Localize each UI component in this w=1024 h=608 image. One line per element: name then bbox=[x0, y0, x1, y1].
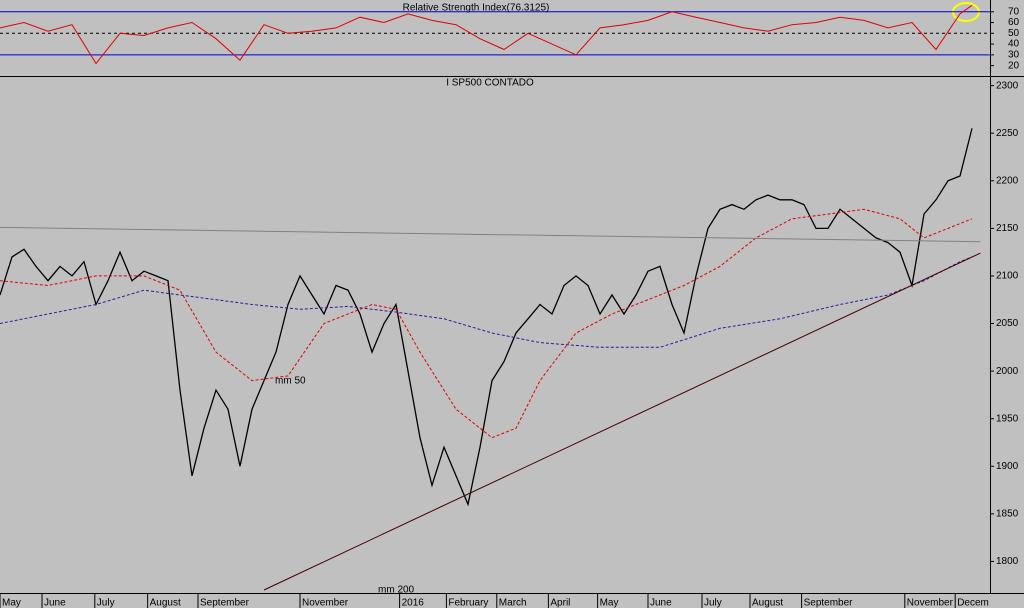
y-tick-label: 2300 bbox=[996, 80, 1019, 91]
series-line bbox=[0, 208, 973, 439]
series-line bbox=[0, 256, 973, 348]
y-tick-label: 1850 bbox=[996, 509, 1019, 520]
series-line bbox=[263, 252, 981, 591]
x-tick-label: March bbox=[499, 598, 527, 608]
y-tick-label: 2150 bbox=[996, 223, 1019, 234]
x-tick-label: May bbox=[2, 598, 21, 608]
annotation: mm 200 bbox=[378, 585, 415, 596]
series-line bbox=[0, 4, 973, 65]
x-tick-label: November bbox=[907, 598, 954, 608]
x-tick-label: September bbox=[804, 598, 854, 608]
x-tick-label: Decem bbox=[957, 598, 989, 608]
y-tick-label: 20 bbox=[1008, 60, 1020, 71]
x-tick-label: August bbox=[752, 598, 783, 608]
y-tick-label: 1950 bbox=[996, 413, 1019, 424]
y-tick-label: 1900 bbox=[996, 461, 1019, 472]
y-tick-label: 60 bbox=[1008, 17, 1020, 28]
x-tick-label: 2016 bbox=[402, 598, 425, 608]
y-tick-label: 1800 bbox=[996, 556, 1019, 567]
y-tick-label: 2050 bbox=[996, 318, 1019, 329]
y-tick-label: 2100 bbox=[996, 271, 1019, 282]
series-line bbox=[0, 226, 981, 243]
y-tick-label: 50 bbox=[1008, 28, 1020, 39]
chart-title: I SP500 CONTADO bbox=[446, 78, 534, 89]
y-tick-label: 40 bbox=[1008, 39, 1020, 50]
annotation: mm 50 bbox=[275, 376, 306, 387]
x-tick-label: February bbox=[448, 598, 488, 608]
y-tick-label: 2250 bbox=[996, 128, 1019, 139]
y-tick-label: 2200 bbox=[996, 175, 1019, 186]
x-tick-label: May bbox=[600, 598, 619, 608]
rsi-title: Relative Strength Index(76.3125) bbox=[403, 3, 550, 14]
x-tick-label: June bbox=[650, 598, 672, 608]
x-tick-label: July bbox=[97, 598, 115, 608]
x-tick-label: April bbox=[550, 598, 570, 608]
x-tick-label: November bbox=[302, 598, 349, 608]
x-tick-label: June bbox=[44, 598, 66, 608]
x-tick-label: July bbox=[704, 598, 722, 608]
y-tick-label: 70 bbox=[1008, 6, 1020, 17]
y-tick-label: 30 bbox=[1008, 49, 1020, 60]
y-tick-label: 2000 bbox=[996, 366, 1019, 377]
x-tick-label: August bbox=[150, 598, 181, 608]
x-tick-label: September bbox=[200, 598, 250, 608]
